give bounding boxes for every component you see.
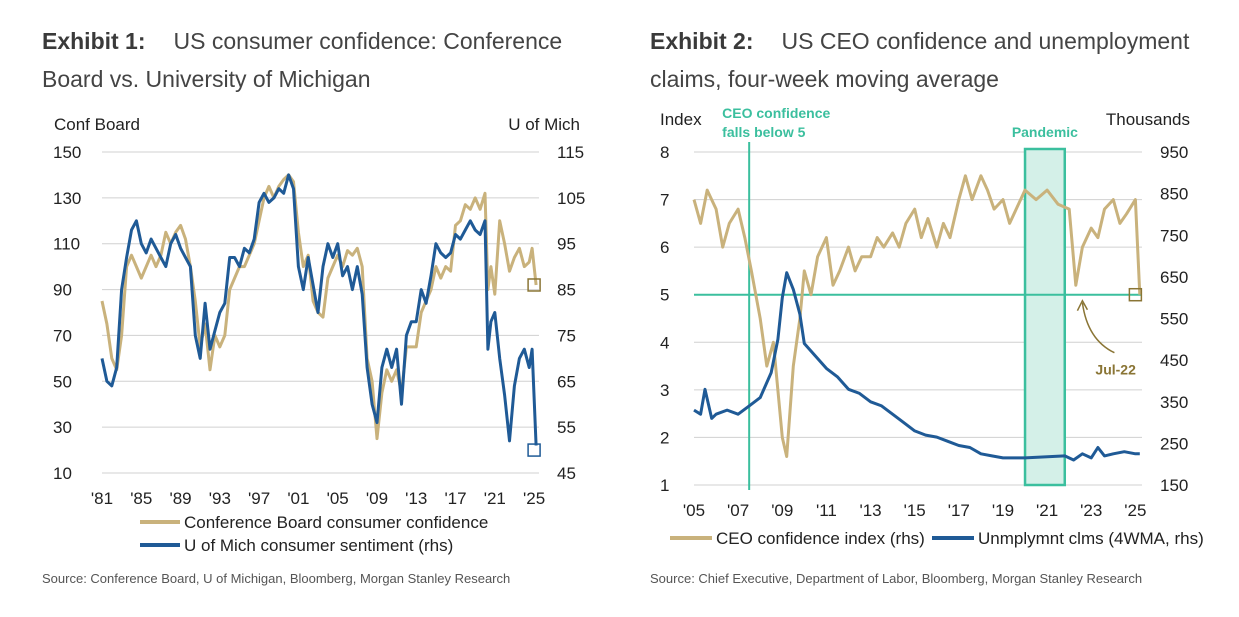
y-tick-left: 1 — [660, 476, 669, 495]
y-tick-left: 30 — [53, 418, 72, 437]
y-tick-left: 110 — [53, 235, 80, 254]
y-tick-left: 6 — [660, 238, 669, 257]
y-tick-right: 75 — [557, 326, 576, 345]
end-marker — [527, 443, 541, 457]
exhibit-1-source: Source: Conference Board, U of Michigan,… — [42, 571, 511, 586]
x-tick-label: '09 — [771, 501, 793, 520]
y-tick-left: 50 — [53, 372, 72, 391]
x-tick-label: '19 — [992, 501, 1014, 520]
legend-label-blue: Unmplymnt clms (4WMA, rhs) — [978, 529, 1204, 548]
annotation-arrowhead — [1076, 299, 1089, 312]
y-tick-right: 950 — [1160, 143, 1188, 162]
threshold-label-line2: falls below 5 — [722, 124, 805, 140]
y-tick-left: 7 — [660, 191, 669, 210]
x-tick-label: '85 — [130, 489, 152, 508]
exhibit-2-label: Exhibit 2: — [650, 28, 754, 54]
end-marker — [527, 278, 541, 292]
y-tick-right: 150 — [1160, 476, 1188, 495]
y-tick-left: 3 — [660, 381, 669, 400]
exhibit-1-title-text: US consumer confidence: Conference Board… — [42, 28, 563, 92]
exhibit-2-title: Exhibit 2: US CEO confidence and unemploy… — [650, 22, 1230, 98]
series-line-gold — [100, 173, 538, 441]
x-tick-label: '07 — [727, 501, 749, 520]
y-tick-left: 150 — [53, 143, 81, 162]
y-tick-right: 45 — [557, 464, 576, 483]
x-tick-label: '13 — [405, 489, 427, 508]
x-tick-label: '23 — [1080, 501, 1102, 520]
x-tick-label: '13 — [859, 501, 881, 520]
y-tick-right: 85 — [557, 281, 576, 300]
annotation-arrow — [1081, 302, 1115, 354]
x-tick-label: '25 — [1124, 501, 1146, 520]
y-axis-title-left: Index — [660, 110, 702, 129]
y-tick-right: 95 — [557, 235, 576, 254]
y-axis-title-right: U of Mich — [508, 115, 580, 134]
x-tick-label: '21 — [484, 489, 506, 508]
y-tick-left: 90 — [53, 281, 72, 300]
y-tick-right: 450 — [1160, 351, 1188, 370]
x-tick-label: '89 — [169, 489, 191, 508]
y-tick-right: 350 — [1160, 393, 1188, 412]
y-tick-right: 105 — [557, 189, 585, 208]
x-tick-label: '17 — [948, 501, 970, 520]
x-tick-label: '01 — [287, 489, 309, 508]
exhibit-2-title-text: US CEO confidence and unemployment claim… — [650, 28, 1190, 92]
exhibit-1-title: Exhibit 1: US consumer confidence: Confer… — [42, 22, 602, 98]
exhibit-1-label: Exhibit 1: — [42, 28, 146, 54]
y-tick-right: 550 — [1160, 310, 1188, 329]
y-tick-right: 115 — [557, 143, 584, 162]
y-tick-right: 55 — [557, 418, 576, 437]
series-line-gold — [692, 174, 1142, 458]
y-tick-left: 10 — [53, 464, 72, 483]
pandemic-shading — [1023, 147, 1067, 487]
y-tick-right: 750 — [1160, 226, 1188, 245]
x-tick-label: '93 — [209, 489, 231, 508]
y-tick-left: 70 — [53, 326, 72, 345]
y-axis-title-right: Thousands — [1106, 110, 1190, 129]
pandemic-label: Pandemic — [1012, 124, 1078, 140]
x-tick-label: '09 — [366, 489, 388, 508]
y-tick-left: 2 — [660, 428, 669, 447]
end-marker — [1128, 287, 1143, 302]
exhibit-2-panel: Exhibit 2: US CEO confidence and unemploy… — [620, 0, 1239, 617]
x-tick-label: '05 — [683, 501, 705, 520]
y-tick-right: 250 — [1160, 434, 1188, 453]
series-line-blue — [693, 271, 1140, 462]
legend-label-blue: U of Mich consumer sentiment (rhs) — [184, 536, 453, 555]
exhibit-1-panel: Exhibit 1: US consumer confidence: Confer… — [42, 22, 602, 586]
y-tick-right: 650 — [1160, 268, 1188, 287]
x-tick-label: '15 — [904, 501, 926, 520]
x-tick-label: '25 — [523, 489, 545, 508]
x-tick-label: '17 — [444, 489, 466, 508]
y-tick-right: 65 — [557, 372, 576, 391]
exhibit-2-chart: 1 2 3 4 5 6 7 8 150 250 350 450 550 650 750 850 950 Index… — [660, 105, 1204, 548]
y-tick-left: 5 — [660, 286, 669, 305]
threshold-label-line1: CEO confidence — [722, 105, 830, 121]
series-line-blue — [100, 173, 538, 446]
y-tick-left: 8 — [660, 143, 669, 162]
y-tick-left: 4 — [660, 333, 669, 352]
legend-label-gold: CEO confidence index (rhs) — [716, 529, 925, 548]
annotation-label: Jul-22 — [1095, 362, 1136, 378]
y-axis-title-left: Conf Board — [54, 115, 140, 134]
exhibit-1-chart: 10 30 50 70 90 110 130 150 45 55 65 75 85 95 105 115 Con… — [53, 115, 585, 555]
legend-label-gold: Conference Board consumer confidence — [184, 513, 488, 532]
y-tick-right: 850 — [1160, 185, 1188, 204]
y-tick-left: 130 — [53, 189, 81, 208]
exhibit-2-source: Source: Chief Executive, Department of L… — [650, 571, 1143, 586]
x-tick-label: '05 — [327, 489, 349, 508]
x-tick-label: '97 — [248, 489, 270, 508]
x-tick-label: '11 — [816, 501, 837, 520]
x-tick-label: '21 — [1036, 501, 1058, 520]
x-tick-label: '81 — [91, 489, 113, 508]
